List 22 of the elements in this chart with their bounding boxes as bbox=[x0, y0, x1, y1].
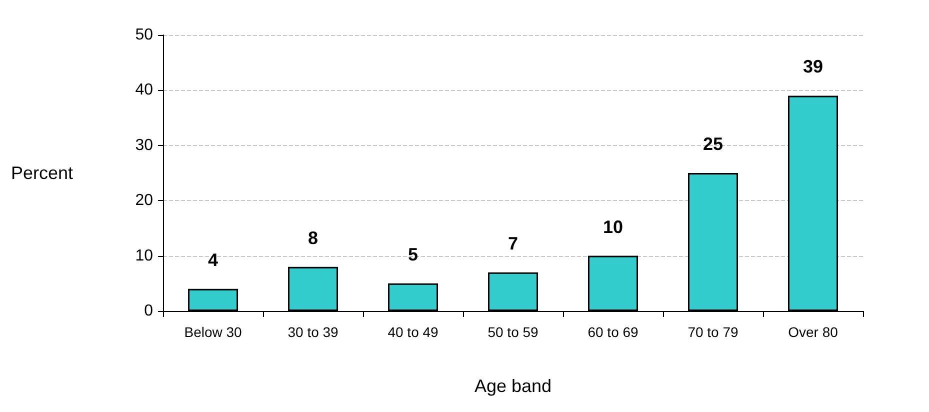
x-tick-label: 50 to 59 bbox=[488, 324, 539, 340]
x-tick-label: Over 80 bbox=[788, 324, 838, 340]
y-tick-label: 40 bbox=[135, 82, 154, 99]
data-label: 39 bbox=[802, 56, 824, 77]
x-tick-label: 30 to 39 bbox=[288, 324, 339, 340]
data-label: 25 bbox=[702, 134, 724, 154]
y-axis-title: Percent bbox=[10, 163, 74, 183]
x-tick-label: 60 to 69 bbox=[588, 324, 639, 340]
x-axis-title: Age band bbox=[474, 376, 552, 396]
y-tick-label: 0 bbox=[144, 302, 154, 320]
y-tick-label: 30 bbox=[135, 136, 154, 154]
y-tick-label: 10 bbox=[135, 247, 154, 264]
x-tick-label: Below 30 bbox=[184, 324, 242, 340]
data-label: 7 bbox=[508, 233, 518, 254]
x-tick-label: 40 to 49 bbox=[388, 324, 439, 340]
data-label: 10 bbox=[602, 216, 624, 237]
x-tick-label: 70 to 79 bbox=[688, 324, 739, 340]
y-tick-label: 50 bbox=[135, 26, 154, 44]
data-label: 8 bbox=[308, 228, 318, 248]
data-label: 5 bbox=[408, 244, 418, 264]
y-tick-label: 20 bbox=[135, 192, 154, 210]
data-label: 4 bbox=[208, 250, 218, 270]
